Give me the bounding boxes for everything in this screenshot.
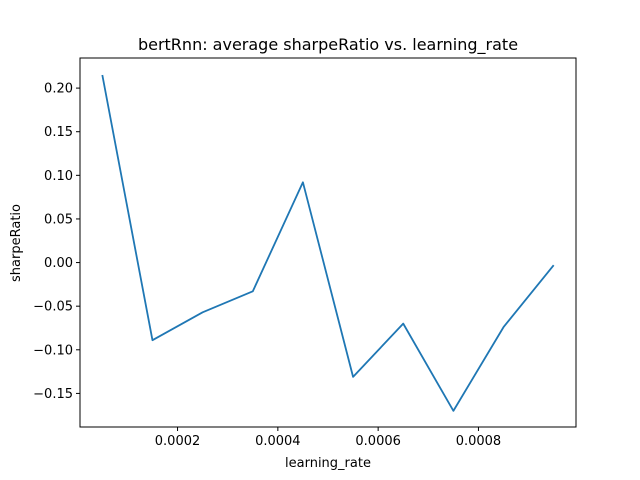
y-axis-label: sharpeRatio	[9, 204, 24, 282]
plot-area: 0.0002 0.0004 0.0006 0.0008 0.20 0.15 0.10 0.05…	[33, 57, 577, 449]
x-tick-label-3: 0.0008	[456, 434, 502, 449]
y-tick-label-1: 0.15	[44, 125, 73, 140]
y-tick-label-4: 0.00	[44, 256, 73, 271]
x-tick-label-1: 0.0004	[255, 434, 301, 449]
y-tick-label-0: 0.20	[44, 82, 73, 97]
y-tick-label-3: 0.05	[44, 212, 73, 227]
plot-frame	[79, 57, 577, 428]
y-tick-label-2: 0.10	[44, 169, 73, 184]
y-tick-label-6: −0.10	[33, 343, 73, 358]
y-tick-label-5: −0.05	[33, 300, 73, 315]
series-line-0	[101, 74, 555, 412]
x-tick-label-2: 0.0006	[355, 434, 401, 449]
x-axis-label: learning_rate	[285, 456, 371, 471]
y-tick-label-7: −0.15	[33, 387, 73, 402]
x-tick-label-0: 0.0002	[155, 434, 201, 449]
chart-title: bertRnn: average sharpeRatio vs. learnin…	[138, 35, 518, 55]
